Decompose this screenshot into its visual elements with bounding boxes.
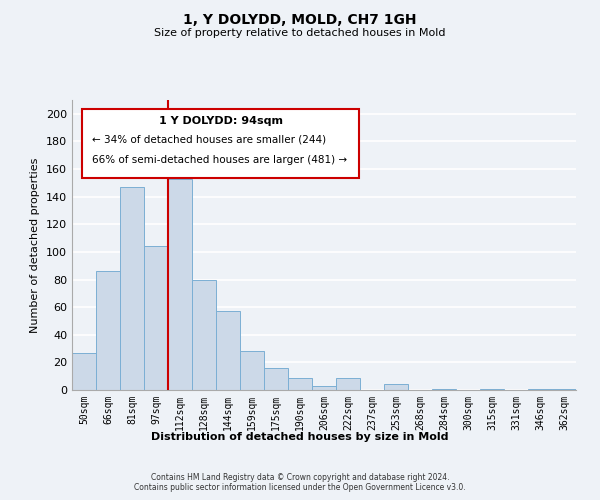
Text: Contains HM Land Registry data © Crown copyright and database right 2024.: Contains HM Land Registry data © Crown c… [151, 472, 449, 482]
FancyBboxPatch shape [82, 108, 359, 178]
Bar [216, 312, 240, 390]
Bar [480, 388, 504, 390]
Bar [264, 368, 288, 390]
Bar [192, 280, 216, 390]
Bar [168, 178, 192, 390]
Bar [432, 388, 456, 390]
Bar [240, 352, 264, 390]
Bar [72, 352, 96, 390]
Bar [120, 187, 144, 390]
Text: Contains public sector information licensed under the Open Government Licence v3: Contains public sector information licen… [134, 484, 466, 492]
Bar [528, 388, 552, 390]
Bar [384, 384, 408, 390]
Text: Size of property relative to detached houses in Mold: Size of property relative to detached ho… [154, 28, 446, 38]
Bar [312, 386, 336, 390]
Text: ← 34% of detached houses are smaller (244): ← 34% of detached houses are smaller (24… [92, 135, 326, 145]
Text: Distribution of detached houses by size in Mold: Distribution of detached houses by size … [151, 432, 449, 442]
Bar [144, 246, 168, 390]
Bar [96, 271, 120, 390]
Y-axis label: Number of detached properties: Number of detached properties [31, 158, 40, 332]
Text: 66% of semi-detached houses are larger (481) →: 66% of semi-detached houses are larger (… [92, 155, 347, 165]
Bar [336, 378, 360, 390]
Text: 1, Y DOLYDD, MOLD, CH7 1GH: 1, Y DOLYDD, MOLD, CH7 1GH [183, 12, 417, 26]
Bar [288, 378, 312, 390]
Text: 1 Y DOLYDD: 94sqm: 1 Y DOLYDD: 94sqm [158, 116, 283, 126]
Bar [552, 388, 576, 390]
